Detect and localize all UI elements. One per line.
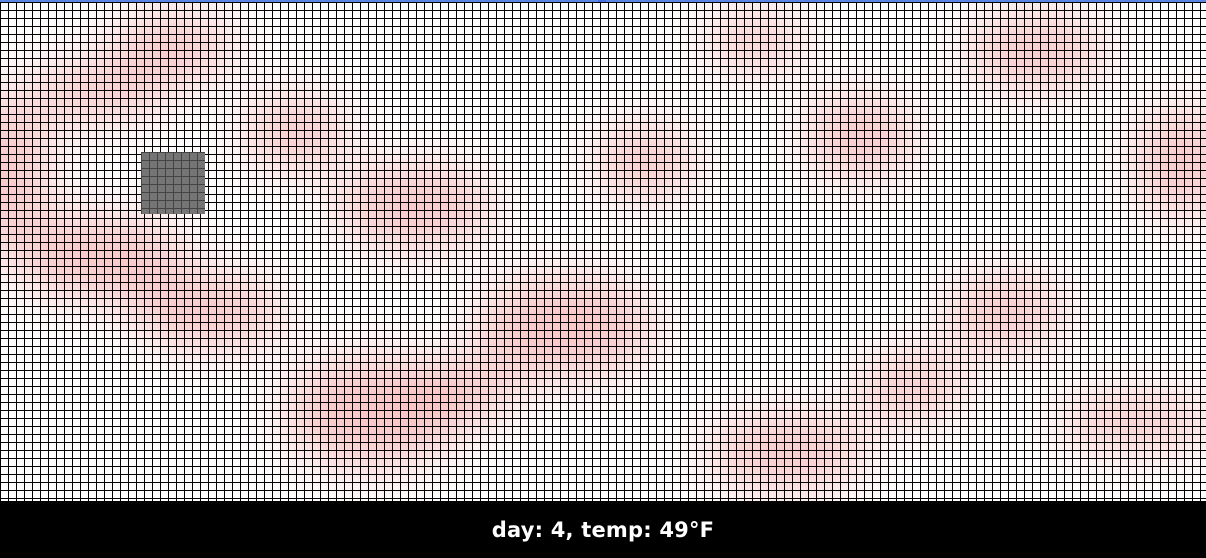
grid-lines bbox=[0, 2, 1206, 501]
status-text: day: 4, temp: 49°F bbox=[491, 517, 715, 542]
status-bar: day: 4, temp: 49°F bbox=[0, 501, 1206, 558]
simulation-grid[interactable] bbox=[0, 2, 1206, 501]
obstacle-block[interactable] bbox=[141, 152, 205, 214]
